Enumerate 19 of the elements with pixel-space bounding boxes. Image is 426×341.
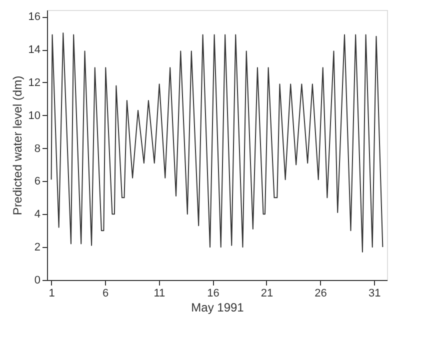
x-tick-label: 31	[368, 288, 381, 300]
x-tick-label: 6	[102, 288, 109, 300]
y-axis-title: Predicted water level (dm)	[10, 76, 24, 216]
y-tick-label: 6	[34, 176, 40, 188]
y-tick-label: 0	[34, 274, 40, 286]
x-tick-label: 26	[314, 288, 327, 300]
x-tick-label: 16	[207, 288, 220, 300]
x-tick-label: 1	[48, 288, 55, 300]
y-tick-label: 10	[28, 110, 40, 122]
y-tick-label: 4	[34, 208, 40, 221]
y-tick-label: 14	[28, 44, 40, 56]
y-tick-label: 8	[34, 142, 40, 155]
y-tick-label: 12	[28, 76, 40, 89]
y-tick-label: 16	[28, 11, 40, 24]
x-tick-label: 21	[260, 288, 274, 300]
x-tick-label: 11	[154, 288, 166, 300]
y-tick-label: 2	[34, 242, 40, 254]
line-series	[50, 32, 384, 253]
x-axis-title: May 1991	[191, 300, 244, 314]
